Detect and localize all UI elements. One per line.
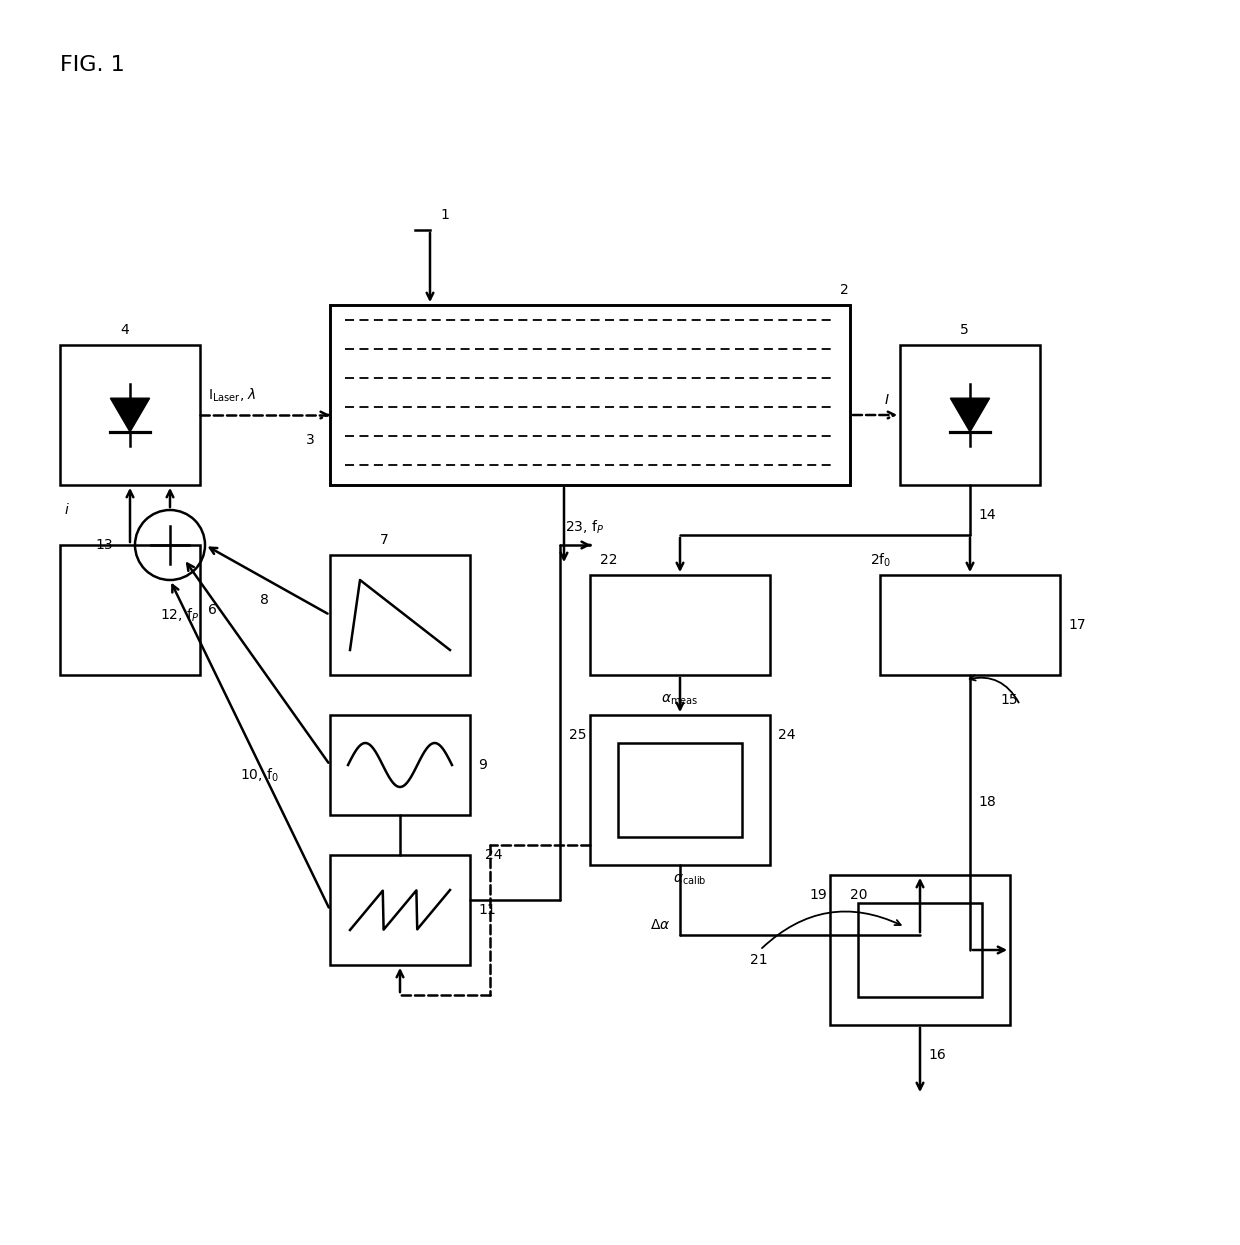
Text: $\alpha_{\rm calib}$: $\alpha_{\rm calib}$ <box>673 873 707 888</box>
Text: 24: 24 <box>485 848 502 862</box>
Bar <box>330 855 470 965</box>
Text: 13: 13 <box>95 538 113 552</box>
Text: I: I <box>885 393 889 407</box>
Bar <box>900 345 1040 486</box>
Text: 3: 3 <box>306 433 315 447</box>
Text: FIG. 1: FIG. 1 <box>60 55 125 75</box>
Bar <box>60 345 200 486</box>
Text: 14: 14 <box>978 508 996 522</box>
Text: 16: 16 <box>928 1048 946 1062</box>
Bar <box>330 555 470 675</box>
Text: I$_{\rm Laser}$, $\lambda$: I$_{\rm Laser}$, $\lambda$ <box>208 386 257 403</box>
Text: 11: 11 <box>477 903 496 918</box>
Text: 24: 24 <box>777 728 796 742</box>
Text: 1: 1 <box>440 208 449 222</box>
Text: $\alpha_{\rm meas}$: $\alpha_{\rm meas}$ <box>661 692 698 707</box>
Bar <box>858 903 982 997</box>
Text: 25: 25 <box>569 728 587 742</box>
Text: 12, f$_P$: 12, f$_P$ <box>160 606 200 624</box>
Text: 10, f$_0$: 10, f$_0$ <box>241 767 279 783</box>
Text: i: i <box>64 503 69 517</box>
Text: 23, f$_P$: 23, f$_P$ <box>565 518 604 535</box>
Bar <box>618 743 742 837</box>
Text: 19: 19 <box>810 888 827 901</box>
Bar <box>60 545 200 675</box>
Text: 17: 17 <box>1068 618 1086 632</box>
Text: 5: 5 <box>960 322 968 337</box>
Text: 8: 8 <box>260 593 269 608</box>
Text: 20: 20 <box>849 888 868 901</box>
Text: 18: 18 <box>978 796 996 809</box>
Bar <box>330 715 470 815</box>
Polygon shape <box>110 398 150 432</box>
Text: 2f$_0$: 2f$_0$ <box>870 552 892 569</box>
Text: 9: 9 <box>477 758 487 772</box>
Bar <box>590 575 770 675</box>
Text: 7: 7 <box>379 533 389 547</box>
Text: 6: 6 <box>208 603 217 618</box>
Bar <box>330 305 849 486</box>
Text: 15: 15 <box>999 693 1018 707</box>
Bar <box>590 715 770 865</box>
Text: $\Delta\alpha$: $\Delta\alpha$ <box>650 918 671 933</box>
Bar <box>830 875 1011 1025</box>
Text: 21: 21 <box>750 952 768 967</box>
Polygon shape <box>950 398 990 432</box>
Text: 2: 2 <box>839 283 848 298</box>
Text: 22: 22 <box>600 553 618 566</box>
Bar <box>880 575 1060 675</box>
Text: 4: 4 <box>120 322 129 337</box>
